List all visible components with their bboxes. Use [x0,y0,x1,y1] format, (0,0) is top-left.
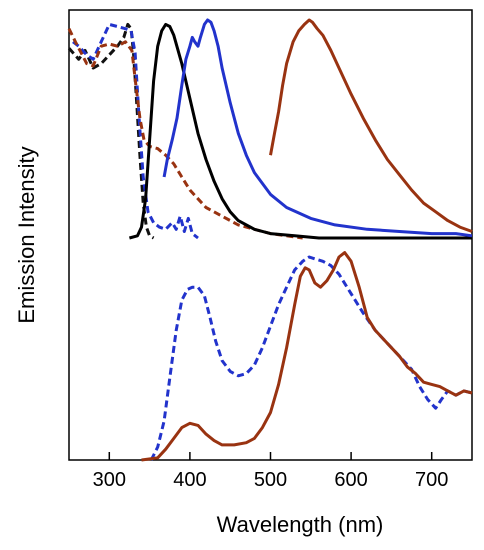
top-panel-series-line-5 [162,18,473,238]
bottom-panel-series-line-1 [149,255,473,461]
x-tick-label: 700 [415,469,448,491]
top-panel-series-line-2 [72,22,199,240]
x-axis-ticks: 300 400 500 600 700 [93,452,448,491]
y-axis-title: Emission Intensity [14,146,39,323]
x-tick-label: 600 [334,469,367,491]
spectra-series [67,18,473,462]
top-panel-series-line-6 [269,18,473,233]
x-tick-label: 300 [93,469,126,491]
x-axis-title: Wavelength (nm) [217,512,384,537]
bottom-panel-series-line-2 [141,251,473,462]
x-tick-label: 400 [173,469,206,491]
top-panel-series-line-4 [129,22,472,240]
x-tick-label: 500 [254,469,287,491]
